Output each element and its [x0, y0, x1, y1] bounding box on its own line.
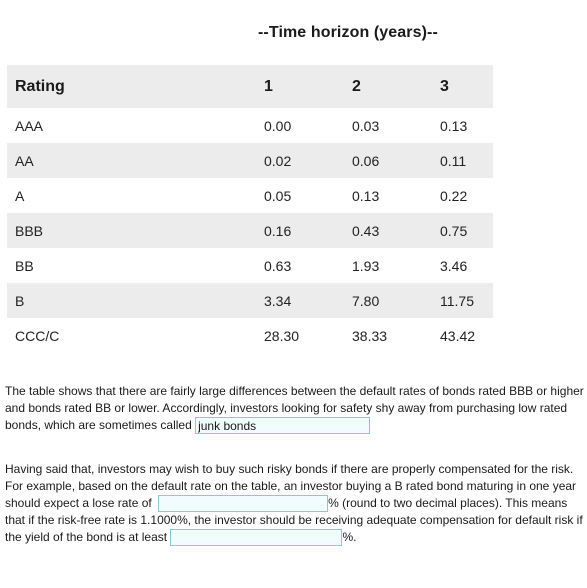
- paragraph-1-text: The table shows that there are fairly la…: [5, 384, 584, 432]
- year-2-cell: 0.43: [352, 222, 380, 239]
- table-header-row: Rating 1 2 3: [7, 65, 493, 108]
- rating-cell: A: [15, 187, 25, 204]
- rating-cell: BBB: [15, 222, 44, 239]
- question-paragraph-1: The table shows that there are fairly la…: [5, 383, 585, 434]
- rating-cell: AAA: [15, 117, 44, 134]
- year-1-cell: 28.30: [264, 327, 300, 344]
- question-paragraph-2: Having said that, investors may wish to …: [5, 461, 585, 546]
- rating-cell: BB: [15, 257, 34, 274]
- column-header-year-2: 2: [352, 77, 361, 95]
- column-header-year-1: 1: [264, 77, 273, 95]
- paragraph-2-text-c: %.: [342, 530, 357, 544]
- paragraph-2-text-a: Having said that, investors may wish to …: [5, 462, 577, 510]
- year-3-cell: 0.75: [440, 222, 468, 239]
- table-row: BBB 0.16 0.43 0.75: [7, 213, 493, 248]
- year-1-cell: 0.00: [264, 117, 292, 134]
- year-2-cell: 0.13: [352, 187, 380, 204]
- year-3-cell: 3.46: [440, 257, 468, 274]
- minimum-yield-answer-input[interactable]: [170, 529, 343, 546]
- rating-cell: AA: [15, 152, 34, 169]
- year-1-cell: 0.63: [264, 257, 292, 274]
- year-2-cell: 1.93: [352, 257, 380, 274]
- rating-cell: CCC/C: [15, 327, 60, 344]
- year-3-cell: 43.42: [440, 327, 476, 344]
- year-3-cell: 0.13: [440, 117, 468, 134]
- junk-bonds-answer-input[interactable]: [195, 417, 371, 434]
- paragraph-2-text-b: % (round to two decimal places). This me…: [5, 496, 583, 544]
- default-rate-table-container: --Time horizon (years)-- Rating 1 2 3 AA…: [7, 0, 493, 353]
- year-3-cell: 0.22: [440, 187, 468, 204]
- rating-cell: B: [15, 292, 25, 309]
- table-row: AAA 0.00 0.03 0.13: [7, 108, 493, 143]
- year-3-cell: 11.75: [440, 292, 474, 309]
- year-2-cell: 38.33: [352, 327, 388, 344]
- time-horizon-header: --Time horizon (years)--: [7, 0, 485, 65]
- year-1-cell: 0.05: [264, 187, 292, 204]
- table-row: CCC/C 28.30 38.33 43.42: [7, 318, 493, 353]
- loss-rate-answer-input[interactable]: [158, 495, 329, 512]
- table-row: BB 0.63 1.93 3.46: [7, 248, 493, 283]
- year-1-cell: 0.02: [264, 152, 292, 169]
- time-horizon-label: --Time horizon (years)--: [258, 23, 438, 41]
- table-row: A 0.05 0.13 0.22: [7, 178, 493, 213]
- year-2-cell: 0.03: [352, 117, 380, 134]
- column-header-rating: Rating: [15, 77, 65, 95]
- column-header-year-3: 3: [440, 77, 449, 95]
- table-row: B 3.34 7.80 11.75: [7, 283, 493, 318]
- year-2-cell: 0.06: [352, 152, 380, 169]
- year-1-cell: 3.34: [264, 292, 292, 309]
- year-3-cell: 0.11: [440, 152, 467, 169]
- default-rate-table: Rating 1 2 3 AAA 0.00 0.03 0.13 AA 0.02 …: [7, 65, 493, 353]
- table-row: AA 0.02 0.06 0.11: [7, 143, 493, 178]
- year-1-cell: 0.16: [264, 222, 292, 239]
- year-2-cell: 7.80: [352, 292, 380, 309]
